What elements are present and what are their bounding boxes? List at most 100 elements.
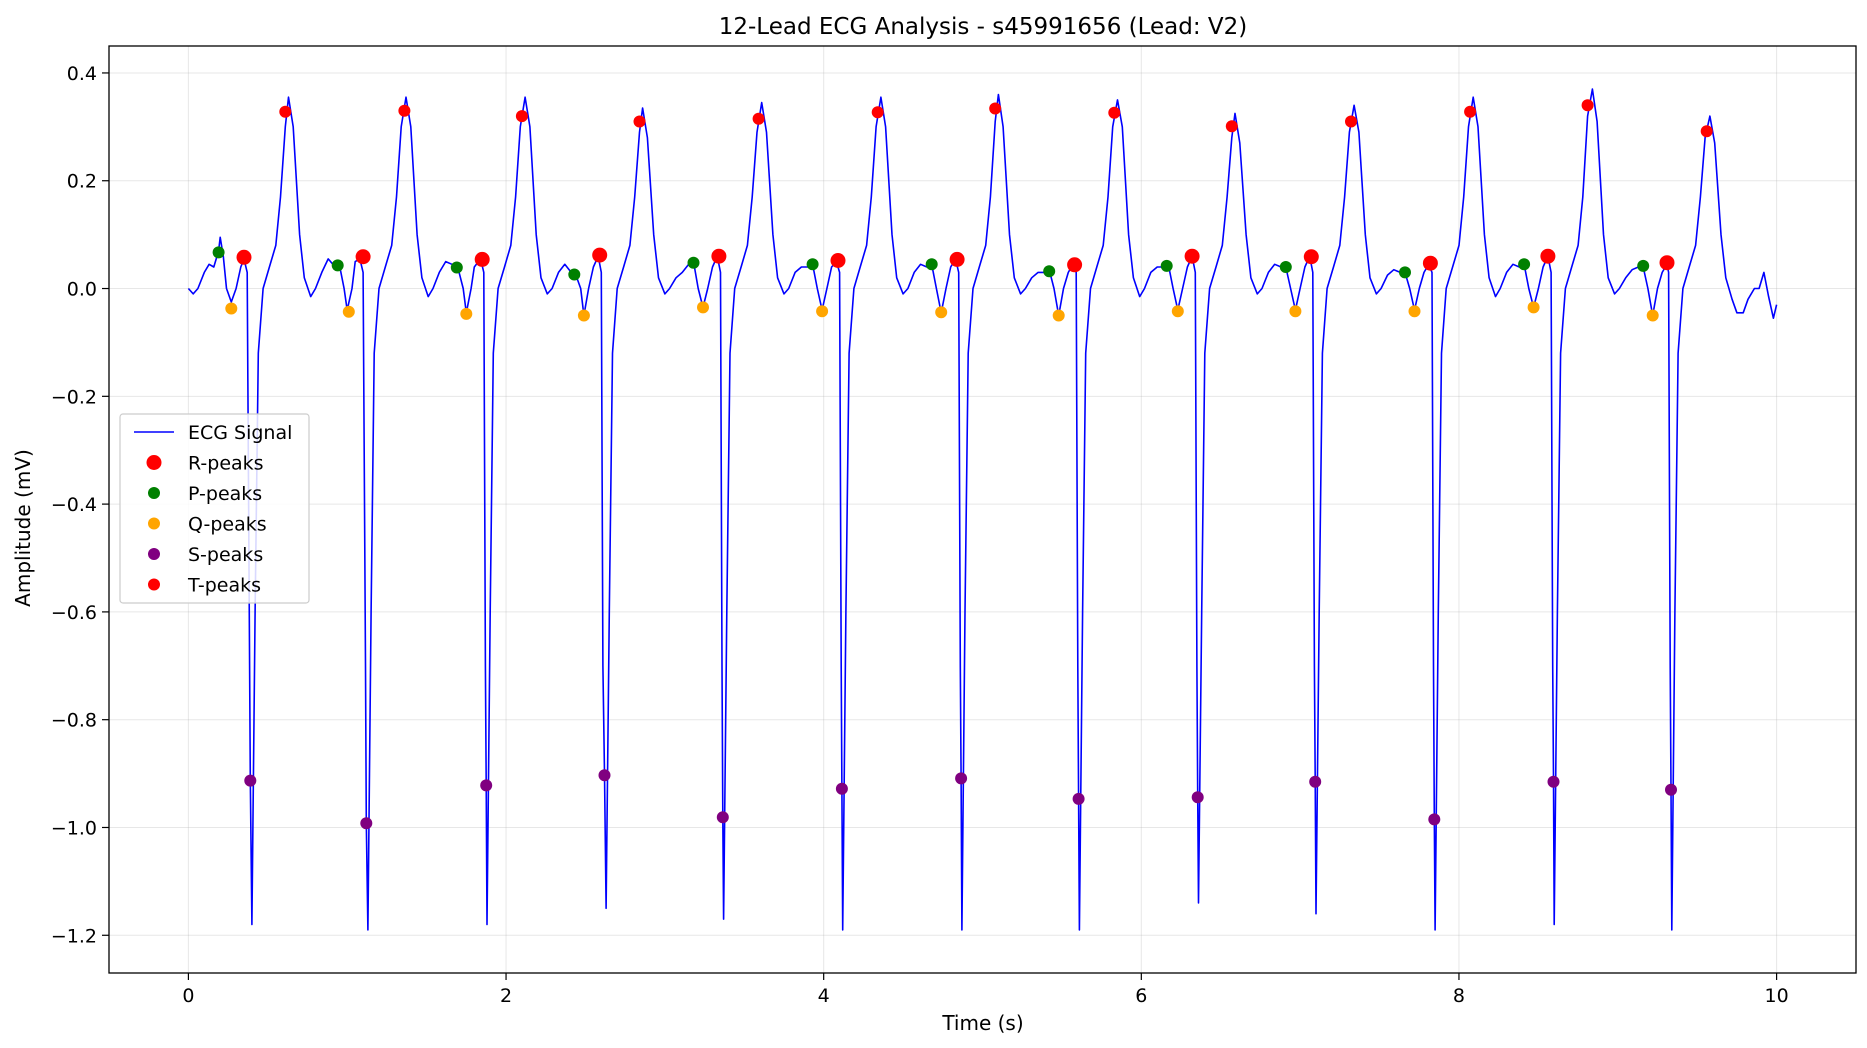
s-peak-marker <box>1072 792 1085 805</box>
y-tick-label: −0.8 <box>51 710 97 732</box>
r-peak-marker <box>236 249 252 265</box>
x-tick-label: 6 <box>1135 985 1147 1007</box>
legend-label: P-peaks <box>188 483 262 505</box>
grid <box>109 46 1856 973</box>
q-peak-marker <box>460 307 473 320</box>
s-peak-marker <box>1309 775 1322 788</box>
p-peak-marker <box>806 258 819 271</box>
plot-area <box>187 88 1778 931</box>
x-tick-label: 0 <box>182 985 194 1007</box>
p-peak-marker <box>1279 261 1292 273</box>
r-peak-marker <box>1540 248 1556 264</box>
y-tick-label: −0.4 <box>51 494 97 516</box>
y-tick-label: −1.0 <box>51 817 97 839</box>
r-peak-marker <box>1422 255 1438 271</box>
y-tick-label: −0.6 <box>51 602 97 624</box>
t-peak-marker <box>1700 125 1713 138</box>
legend-swatch-marker <box>148 548 160 560</box>
p-peak-marker <box>568 268 581 281</box>
t-peak-marker <box>989 102 1002 115</box>
q-peak-marker <box>1646 309 1659 322</box>
t-peak-marker <box>871 106 884 119</box>
q-peak-marker <box>1289 305 1302 318</box>
t-peak-marker <box>515 110 528 123</box>
x-tick-label: 10 <box>1764 985 1788 1007</box>
t-peak-marker <box>1108 106 1121 119</box>
legend-swatch-marker <box>148 578 160 591</box>
p-peak-marker <box>1518 258 1531 271</box>
legend-label: R-peaks <box>188 453 264 475</box>
r-peak-marker <box>474 251 490 267</box>
q-peak-marker <box>1527 301 1540 314</box>
legend-swatch-marker <box>148 487 160 499</box>
t-peak-marker <box>398 104 411 117</box>
s-peak-marker <box>1547 775 1560 788</box>
t-peak-marker <box>279 105 292 118</box>
y-tick-label: −1.2 <box>51 925 97 947</box>
p-peak-marker <box>925 258 938 271</box>
s-peak-marker <box>1428 813 1441 826</box>
ecg-signal-line <box>187 88 1778 931</box>
q-peak-marker <box>577 309 590 322</box>
legend-box <box>119 413 310 604</box>
t-peak-marker <box>1464 105 1477 118</box>
p-peak-marker <box>212 246 225 259</box>
r-peak-marker <box>1067 257 1083 273</box>
r-peak-marker <box>355 249 371 265</box>
p-peak-marker <box>331 259 344 272</box>
t-peak-marker <box>752 112 765 125</box>
q-peak-marker <box>342 305 355 318</box>
x-tick-label: 2 <box>500 985 512 1007</box>
r-peak-marker <box>830 253 846 268</box>
r-peak-marker <box>1184 248 1200 264</box>
p-peak-marker <box>1043 265 1056 278</box>
y-axis-title: Amplitude (mV) <box>11 449 35 607</box>
r-peak-marker <box>592 247 608 263</box>
p-peak-marker <box>1637 259 1650 272</box>
s-peak-marker <box>1191 791 1204 804</box>
y-tick-label: −0.2 <box>51 386 97 408</box>
p-peak-marker <box>450 261 463 274</box>
legend-swatch-marker <box>148 517 160 530</box>
legend-label: Q-peaks <box>188 514 267 536</box>
r-peak-marker <box>1303 249 1319 265</box>
s-peak-marker <box>1665 783 1677 796</box>
legend-label: ECG Signal <box>188 422 292 444</box>
axes-frame <box>108 45 1857 974</box>
q-peak-marker <box>1408 305 1421 318</box>
p-peak-marker <box>1160 259 1173 272</box>
legend-label: T-peaks <box>187 575 261 597</box>
s-peak-marker <box>716 811 729 824</box>
s-peak-marker <box>835 782 848 795</box>
chart-title: 12-Lead ECG Analysis - s45991656 (Lead: … <box>719 14 1248 40</box>
x-tick-label: 8 <box>1453 985 1465 1007</box>
t-peak-marker <box>1345 115 1357 128</box>
q-peak-marker <box>225 302 238 315</box>
q-peak-marker <box>697 301 709 314</box>
y-tick-label: 0.4 <box>67 63 97 85</box>
q-peak-marker <box>1052 309 1065 322</box>
s-peak-marker <box>598 769 611 782</box>
r-peak-marker <box>1659 255 1675 271</box>
s-peak-marker <box>360 817 373 830</box>
x-axis: 0 2 4 6 8 10 <box>182 973 1789 1007</box>
q-peak-marker <box>1171 305 1184 318</box>
q-peak-marker <box>935 306 948 319</box>
q-peak-marker <box>816 305 829 318</box>
t-peak-marker <box>1225 120 1238 133</box>
x-tick-label: 4 <box>818 985 830 1007</box>
s-peak-marker <box>480 779 493 792</box>
p-peak-marker <box>687 256 700 269</box>
y-axis: 0.4 0.2 0.0 −0.2 −0.4 −0.6 −0.8 −1.0 −1.2 <box>51 63 109 947</box>
s-peak-marker <box>244 774 257 787</box>
y-tick-label: 0.0 <box>67 279 97 301</box>
legend-label: S-peaks <box>188 544 263 566</box>
x-axis-title: Time (s) <box>941 1011 1023 1035</box>
s-peak-marker <box>955 772 968 785</box>
p-peak-marker <box>1399 266 1411 279</box>
legend: ECG Signal R-peaks P-peaks Q-peaks S-peaks T-… <box>119 413 310 604</box>
y-tick-label: 0.2 <box>67 171 97 193</box>
r-peak-marker <box>949 251 965 267</box>
